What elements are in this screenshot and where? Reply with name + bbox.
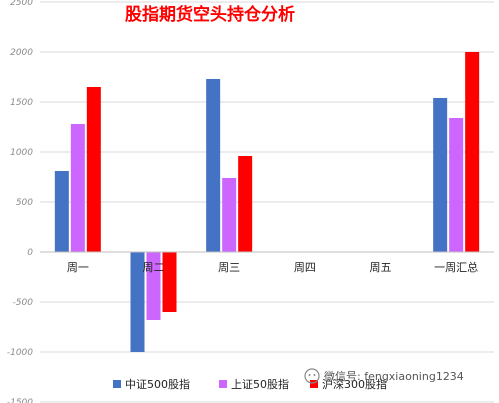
y-tick-label: -1500 (7, 398, 33, 403)
y-tick-label: 1500 (10, 98, 33, 108)
wechat-icon (304, 368, 320, 384)
x-tick-label: 周三 (218, 261, 240, 274)
y-tick-label: 0 (27, 248, 33, 258)
chart-title: 股指期货空头持仓分析 (125, 4, 295, 25)
bar (433, 98, 448, 252)
y-tick-label: -500 (13, 298, 34, 308)
bar (206, 79, 221, 252)
watermark-text: 微信号: fengxiaoning1234 (324, 369, 464, 383)
legend-swatch (113, 380, 121, 388)
bar (465, 52, 480, 252)
bar (222, 178, 237, 252)
y-tick-label: 2500 (10, 0, 33, 8)
legend-label: 沪深300股指 (322, 377, 387, 391)
legend-label: 上证50股指 (231, 377, 289, 391)
x-tick-label: 周四 (294, 261, 316, 274)
y-tick-label: 500 (16, 198, 33, 208)
bar (130, 252, 145, 352)
y-tick-label: 1000 (10, 148, 33, 158)
bar (146, 252, 161, 320)
y-tick-label: 2000 (10, 48, 33, 58)
bar (54, 171, 69, 252)
x-tick-label: 一周汇总 (434, 260, 478, 274)
x-tick-label: 周五 (370, 261, 392, 274)
bar (238, 156, 253, 252)
bar (70, 124, 85, 252)
legend-label: 中证500股指 (125, 377, 190, 391)
bar (86, 87, 101, 252)
legend: 中证500股指 上证50股指 沪深300股指 (113, 377, 387, 391)
x-axis-ticks: 周一 周二 周三 周四 周五 一周汇总 (67, 260, 478, 274)
bars (54, 52, 480, 352)
bar (449, 118, 464, 252)
y-axis-ticks: 2500 2000 1500 1000 500 0 -500 -1000 -1500 (7, 0, 33, 403)
legend-swatch (219, 380, 227, 388)
x-tick-label: 周二 (143, 261, 165, 274)
gridlines (40, 1, 494, 403)
legend-swatch (310, 380, 318, 388)
bar (162, 252, 177, 312)
y-tick-label: -1000 (7, 348, 33, 358)
x-tick-label: 周一 (67, 261, 89, 274)
watermark: 微信号: fengxiaoning1234 (304, 368, 464, 384)
